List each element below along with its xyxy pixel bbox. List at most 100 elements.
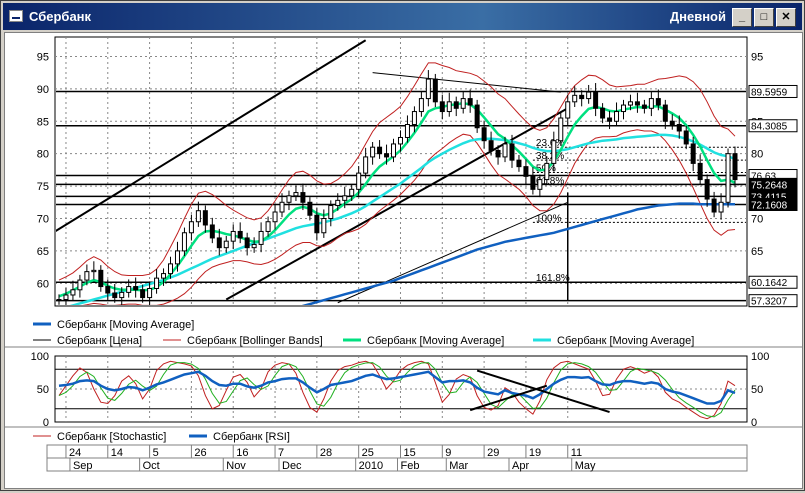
- close-button[interactable]: ✕: [776, 8, 796, 27]
- price-level-label: 89.5959: [751, 87, 788, 98]
- price-bar-body: [174, 250, 180, 265]
- price-bar-body: [537, 179, 543, 190]
- price-y-tick-left: 75: [37, 181, 49, 193]
- osc-y-tick-right: 50: [751, 384, 763, 396]
- price-bar-body: [377, 146, 383, 155]
- price-y-tick-right: 95: [751, 51, 763, 63]
- price-bar-body: [119, 291, 125, 299]
- fib-label: 161.8%: [536, 273, 570, 284]
- price-y-tick-left: 65: [37, 246, 49, 258]
- price-bar-body: [579, 94, 585, 100]
- app-chart-icon[interactable]: [9, 10, 23, 22]
- stochastic-line: [58, 360, 736, 420]
- legend-label: Сбербанк [Bollinger Bands]: [187, 335, 323, 347]
- price-bar-body: [718, 201, 724, 213]
- price-bar-body: [147, 287, 153, 299]
- price-bar-body: [209, 224, 215, 239]
- price-bar-body: [634, 101, 640, 106]
- legend-label: Сбербанк [Цена]: [57, 335, 142, 347]
- price-level-label: 76.63: [751, 172, 776, 183]
- osc-trend-line-up: [469, 384, 548, 412]
- period-label: Дневной: [669, 9, 726, 24]
- price-bar-body: [91, 269, 97, 273]
- osc-trend-line-down: [476, 369, 610, 414]
- legend-label: Сбербанк [Moving Average]: [57, 319, 194, 331]
- fib-label: 100%: [536, 213, 562, 224]
- price-bar-body: [363, 156, 369, 174]
- price-bar-body: [188, 221, 194, 234]
- legend-label: Сбербанк [Stochastic]: [57, 431, 166, 443]
- price-y-tick-left: 70: [37, 213, 49, 225]
- bollinger-upper-band: [58, 62, 736, 281]
- price-bar-body: [481, 127, 487, 142]
- price-bar-body: [230, 230, 236, 242]
- price-bar-body: [627, 101, 633, 106]
- price-bar-body: [265, 221, 271, 232]
- price-bar-body: [342, 195, 348, 201]
- time-axis-day-label: 7: [278, 447, 284, 459]
- price-bar-body: [244, 237, 250, 249]
- price-bar-body: [516, 159, 522, 168]
- price-bar-body: [140, 289, 146, 299]
- price-bar-body: [690, 143, 696, 164]
- chart-area[interactable]: 9590858075706560959085807570656010050010…: [4, 32, 803, 489]
- title-bar[interactable]: Сбербанк Дневной _ □ ✕: [3, 3, 802, 30]
- legend-label: Сбербанк [Moving Average]: [367, 335, 504, 347]
- price-bar-body: [77, 279, 83, 291]
- price-bar-body: [439, 101, 445, 113]
- price-bar-body: [558, 117, 564, 142]
- price-bar-body: [697, 162, 703, 181]
- osc-y-tick-right: 0: [751, 417, 757, 429]
- price-bar-body: [314, 214, 320, 234]
- price-bar-body: [662, 104, 668, 122]
- price-bar-body: [502, 143, 508, 158]
- price-bar-body: [607, 117, 613, 122]
- price-bar-body: [56, 299, 62, 302]
- price-bar-body: [572, 94, 578, 103]
- time-axis-month-label: May: [575, 460, 596, 472]
- time-axis-month-label: Apr: [512, 460, 529, 472]
- osc-y-tick-right: 100: [751, 351, 769, 363]
- osc-y-tick-left: 100: [31, 351, 49, 363]
- price-bar-body: [648, 98, 654, 109]
- maximize-button[interactable]: □: [754, 8, 774, 27]
- price-bar-body: [669, 120, 675, 126]
- trend-line-top: [372, 72, 561, 93]
- price-bar-body: [704, 179, 710, 200]
- legend-label: Сбербанк [Moving Average]: [557, 335, 694, 347]
- price-bar-body: [370, 146, 376, 158]
- time-axis-day-label: 29: [487, 447, 499, 459]
- time-axis-day-label: 14: [111, 447, 123, 459]
- price-bar-body: [335, 199, 341, 207]
- minimize-button[interactable]: _: [732, 8, 752, 27]
- time-axis-day-label: 9: [445, 447, 451, 459]
- osc-series-group: [58, 360, 736, 420]
- price-bar-body: [112, 292, 118, 299]
- price-bar-body: [202, 210, 208, 226]
- price-bar-body: [356, 172, 362, 190]
- chart-svg[interactable]: 9590858075706560959085807570656010050010…: [5, 33, 802, 488]
- time-axis-month-label: 2010: [359, 460, 383, 472]
- time-axis-month-label: Dec: [282, 460, 302, 472]
- moving-average-slow-line: [301, 202, 735, 305]
- price-bar-body: [523, 166, 529, 177]
- price-bar-body: [425, 78, 431, 100]
- price-bar-body: [711, 198, 717, 213]
- time-axis-day-label: 15: [403, 447, 415, 459]
- price-bar-body: [349, 188, 355, 197]
- price-bar-body: [272, 211, 278, 223]
- price-bar-body: [593, 91, 599, 109]
- time-axis-day-label: 24: [69, 447, 81, 459]
- time-axis-month-label: Sep: [73, 460, 93, 472]
- time-axis-day-label: 16: [236, 447, 248, 459]
- fib-label: 61.8%: [536, 176, 564, 187]
- trend-channel-upper: [56, 39, 367, 233]
- price-y-tick-left: 60: [37, 278, 49, 290]
- price-bar-body: [286, 195, 292, 203]
- price-level-label: 57.3207: [751, 297, 788, 308]
- time-axis-day-label: 26: [194, 447, 206, 459]
- time-axis-day-label: 19: [529, 447, 541, 459]
- price-bar-body: [509, 143, 515, 161]
- price-bar-body: [683, 130, 689, 145]
